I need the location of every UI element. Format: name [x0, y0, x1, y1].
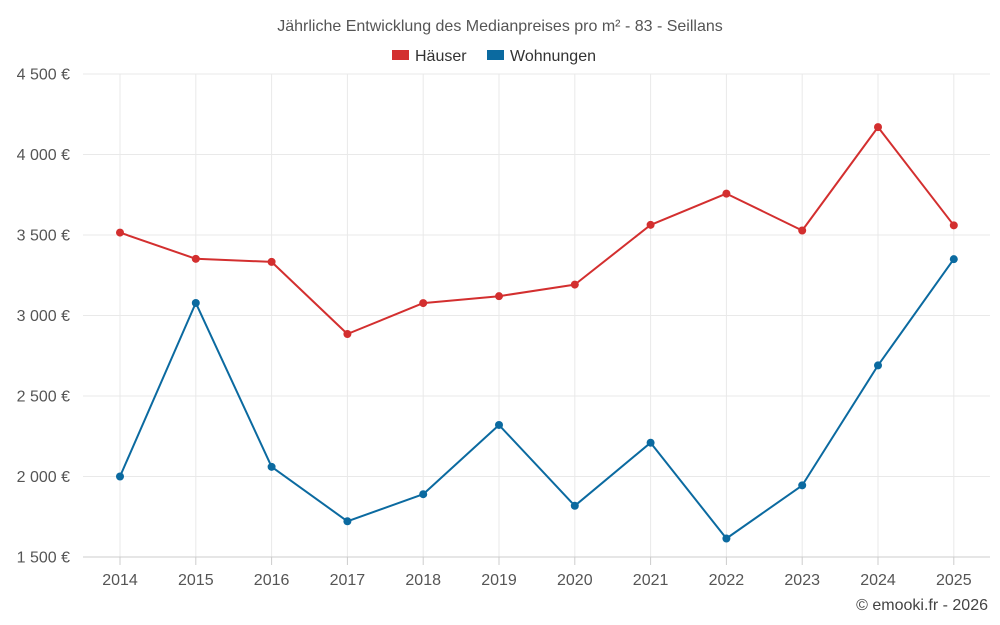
- data-point-haeuser[interactable]: [949, 221, 958, 230]
- x-tick-label: 2021: [633, 572, 669, 589]
- legend-label: Häuser: [415, 48, 467, 65]
- x-tick-label: 2025: [936, 572, 972, 589]
- data-point-haeuser[interactable]: [191, 254, 200, 263]
- data-point-haeuser[interactable]: [267, 257, 276, 266]
- data-point-haeuser[interactable]: [722, 189, 731, 198]
- data-point-wohnungen[interactable]: [419, 490, 428, 499]
- y-tick-label: 2 000 €: [17, 469, 70, 486]
- data-point-wohnungen[interactable]: [495, 420, 503, 429]
- y-tick-label: 3 500 €: [17, 228, 70, 245]
- legend: Häuser Wohnungen: [392, 48, 596, 65]
- data-point-wohnungen[interactable]: [798, 481, 807, 490]
- credit-text: © emooki.fr - 2026: [856, 597, 988, 614]
- data-point-haeuser[interactable]: [798, 226, 807, 235]
- data-point-wohnungen[interactable]: [267, 462, 276, 471]
- x-tick-label: 2016: [254, 572, 290, 589]
- series-group: [116, 123, 958, 543]
- chart-title: Jährliche Entwicklung des Medianpreises …: [277, 18, 723, 35]
- legend-swatch: [487, 50, 504, 60]
- data-point-haeuser[interactable]: [419, 299, 428, 308]
- x-tick-label: 2022: [709, 572, 745, 589]
- data-point-wohnungen[interactable]: [646, 438, 655, 447]
- data-point-haeuser[interactable]: [495, 292, 503, 301]
- x-tick-label: 2018: [405, 572, 441, 589]
- y-tick-label: 1 500 €: [17, 550, 70, 567]
- data-point-wohnungen[interactable]: [722, 534, 731, 543]
- x-tick-label: 2024: [860, 572, 896, 589]
- x-tick-label: 2023: [784, 572, 820, 589]
- legend-swatch: [392, 50, 409, 60]
- x-tick-label: 2019: [481, 572, 517, 589]
- data-point-wohnungen[interactable]: [343, 517, 352, 526]
- data-point-wohnungen[interactable]: [949, 255, 958, 264]
- legend-label: Wohnungen: [510, 48, 596, 65]
- x-tick-label: 2014: [102, 572, 138, 589]
- grid: [83, 73, 990, 558]
- x-tick-label: 2020: [557, 572, 593, 589]
- y-tick-label: 4 500 €: [17, 67, 70, 84]
- legend-item-wohnungen[interactable]: Wohnungen: [487, 48, 596, 65]
- legend-item-haeuser[interactable]: Häuser: [392, 48, 467, 65]
- series-line-wohnungen: [119, 258, 955, 540]
- data-point-haeuser[interactable]: [874, 123, 882, 132]
- data-point-wohnungen[interactable]: [116, 472, 124, 481]
- y-axis: 1 500 € 2 000 € 2 500 € 3 000 € 3 500 € 4 000…: [17, 67, 70, 567]
- data-point-wohnungen[interactable]: [570, 501, 579, 510]
- y-tick-label: 4 000 €: [17, 147, 70, 164]
- data-point-haeuser[interactable]: [116, 228, 124, 237]
- data-point-haeuser[interactable]: [646, 220, 655, 229]
- x-axis: 2014 2015 2016 2017 2018 2019 2020 2021 2022 2023…: [83, 556, 990, 589]
- y-tick-label: 3 000 €: [17, 308, 70, 325]
- y-tick-label: 2 500 €: [17, 389, 70, 406]
- data-point-wohnungen[interactable]: [874, 361, 882, 370]
- data-point-haeuser[interactable]: [570, 280, 579, 289]
- data-point-haeuser[interactable]: [343, 330, 352, 339]
- x-tick-label: 2015: [178, 572, 214, 589]
- x-tick-label: 2017: [330, 572, 366, 589]
- data-point-wohnungen[interactable]: [191, 298, 200, 307]
- series-line-haeuser: [119, 126, 955, 335]
